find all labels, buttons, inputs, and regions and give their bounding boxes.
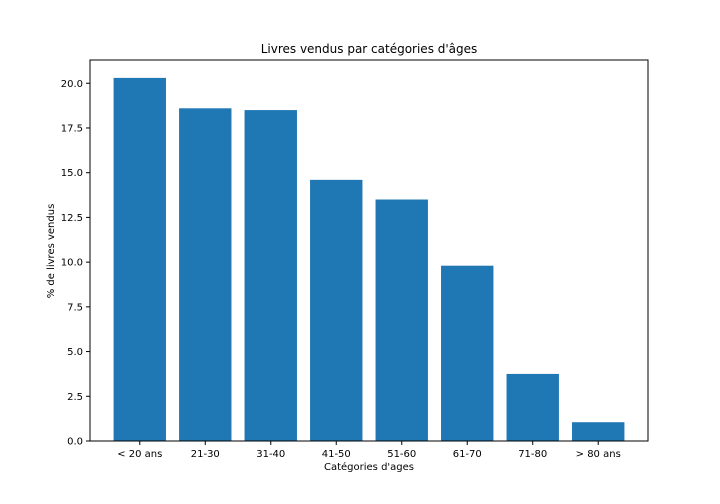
x-tick-label: 21-30 [191, 449, 220, 460]
x-tick-label: 31-40 [256, 449, 285, 460]
bar-4 [375, 199, 428, 441]
x-tick-label: 71-80 [518, 449, 547, 460]
x-axis-label: Catégories d'ages [324, 461, 414, 473]
y-tick-label: 10.0 [61, 258, 83, 269]
y-axis-ticks: 0.0 2.5 5.0 7.5 10.0 12.5 15.0 17.5 20.0 [61, 79, 90, 448]
bar-0 [113, 77, 166, 441]
y-tick-label: 0.0 [67, 437, 83, 448]
bar-6 [506, 373, 559, 441]
x-tick-label: 61-70 [453, 449, 482, 460]
bar-1 [179, 108, 232, 441]
chart-title: Livres vendus par catégories d'âges [261, 42, 478, 56]
x-tick-label: 41-50 [322, 449, 351, 460]
y-tick-label: 20.0 [61, 79, 83, 90]
bar-2 [244, 110, 297, 442]
x-axis-ticks: < 20 ans 21-30 31-40 41-50 51-60 61-70 71-80 > … [117, 441, 621, 460]
x-tick-label: > 80 ans [576, 449, 621, 460]
y-axis-label: % de livres vendus [46, 204, 57, 299]
bar-7 [572, 422, 625, 441]
y-tick-label: 17.5 [61, 123, 83, 134]
bar-3 [310, 179, 363, 441]
plot-frame [89, 59, 649, 442]
y-tick-label: 15.0 [61, 168, 83, 179]
bar-5 [441, 265, 494, 441]
x-tick-label: 51-60 [387, 449, 416, 460]
y-tick-label: 7.5 [67, 302, 83, 313]
y-tick-label: 5.0 [67, 347, 83, 358]
y-tick-label: 2.5 [67, 392, 83, 403]
x-tick-label: < 20 ans [117, 449, 162, 460]
bars-group [113, 77, 625, 442]
y-tick-label: 12.5 [61, 213, 83, 224]
